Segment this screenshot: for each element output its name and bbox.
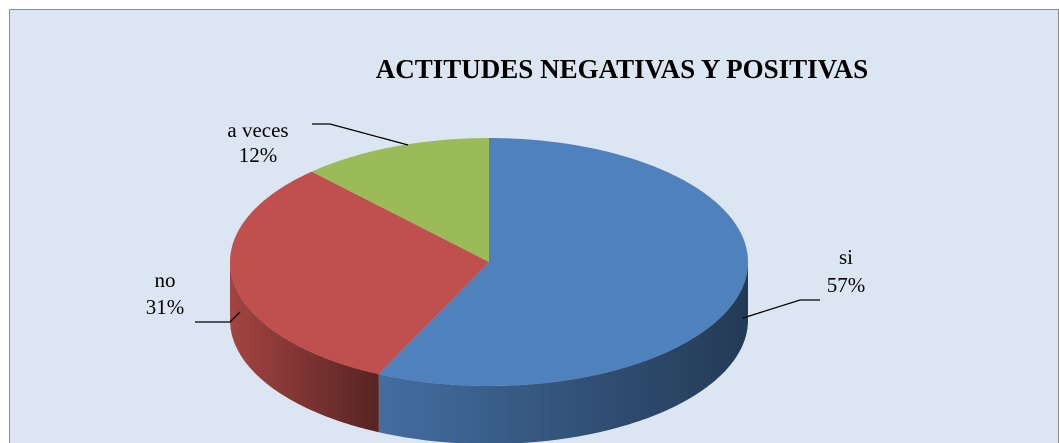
data-label-category: no: [155, 268, 176, 292]
slice: [230, 171, 489, 375]
leader-line: [742, 299, 820, 319]
leader-line: [312, 123, 409, 146]
leader-line: [195, 311, 241, 323]
slice: [378, 138, 748, 386]
slice-side-shade: [378, 262, 748, 443]
data-label-category: a veces: [227, 118, 288, 142]
data-label-value: 57%: [827, 273, 866, 297]
chart-title: ACTITUDES NEGATIVAS Y POSITIVAS: [376, 54, 868, 84]
data-label-value: 12%: [239, 143, 278, 167]
slice-side-shade: [230, 262, 379, 433]
pie: [230, 138, 748, 443]
data-label-category: si: [839, 245, 853, 269]
slice: [311, 138, 489, 262]
data-label-value: 31%: [146, 295, 185, 319]
